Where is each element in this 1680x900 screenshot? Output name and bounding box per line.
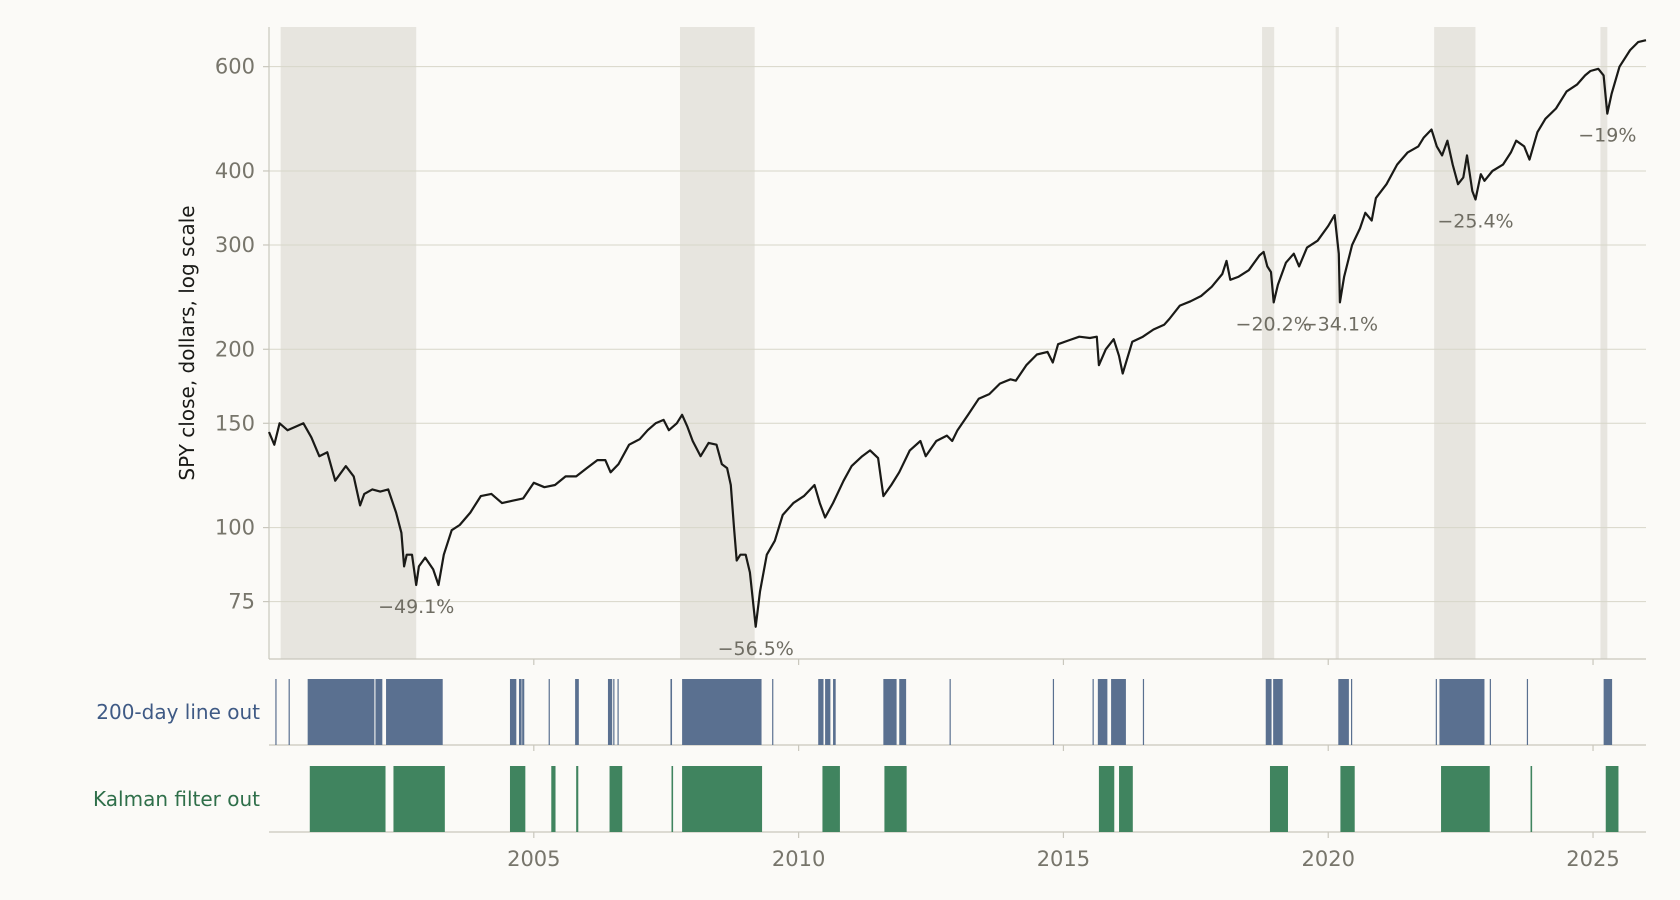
drawdown-label-2: −20.2% [1236,313,1312,335]
signal-band-1-10 [1098,766,1115,832]
x-tick-label-2025: 2025 [1566,847,1619,871]
signal-band-0-15 [772,679,774,745]
drawdown-label-1: −56.5% [718,638,794,660]
signal-band-0-27 [1265,679,1272,745]
x-tick-label-2005: 2005 [507,847,560,871]
drawdown-label-3: −34.1% [1302,313,1378,335]
y-tick-label-100: 100 [215,516,255,540]
signal-band-0-30 [1351,679,1353,745]
signal-band-0-17 [825,679,831,745]
signal-band-1-4 [576,766,579,832]
signal-band-0-19 [883,679,897,745]
drawdown-shade-3 [1335,27,1339,659]
signal-band-1-13 [1340,766,1355,832]
signal-band-0-33 [1489,679,1491,745]
y-tick-label-200: 200 [215,337,255,361]
y-tick-label-600: 600 [215,55,255,79]
signal-band-0-23 [1092,679,1094,745]
signal-band-0-25 [1111,679,1126,745]
signal-band-1-11 [1119,766,1133,832]
signal-band-0-29 [1338,679,1349,745]
drawdown-label-4: −25.4% [1437,210,1513,232]
y-tick-label-300: 300 [215,233,255,257]
signal-band-0-8 [548,679,550,745]
price-series-line [267,39,1647,628]
signal-band-0-24 [1097,679,1108,745]
signal-band-0-34 [1526,679,1529,745]
signal-band-0-35 [1603,679,1613,745]
signal-band-1-6 [671,766,674,832]
signal-band-0-14 [682,679,762,745]
signal-band-0-11 [613,679,615,745]
y-tick-label-75: 75 [228,590,255,614]
signal-band-0-18 [833,679,836,745]
drawdown-shading [280,27,1608,659]
signal-row-label-1: Kalman filter out [93,787,260,811]
signal-band-1-15 [1530,766,1533,832]
drawdown-shade-5 [1600,27,1608,659]
y-axis-label: SPY close, dollars, log scale [175,205,199,480]
y-tick-label-150: 150 [215,411,255,435]
signal-band-1-2 [509,766,526,832]
y-tick-label-400: 400 [215,159,255,183]
signal-band-0-5 [509,679,517,745]
gridlines [269,66,1646,603]
axes [263,27,1646,838]
signal-band-0-3 [375,679,383,745]
signal-band-0-13 [670,679,673,745]
signal-band-1-0 [309,766,386,832]
drawdown-shade-2 [1262,27,1275,659]
signal-band-1-8 [822,766,840,832]
signal-band-1-9 [884,766,907,832]
signal-band-1-7 [682,766,763,832]
drawdown-label-5: −19% [1578,125,1636,147]
signal-band-1-14 [1441,766,1490,832]
signal-band-0-28 [1273,679,1283,745]
signal-band-0-22 [1052,679,1055,745]
signal-band-0-9 [575,679,579,745]
signal-bands: 200-day line out Kalman filter out [93,679,1619,832]
signal-band-0-16 [818,679,824,745]
signal-band-0-7 [522,679,525,745]
signal-band-0-12 [617,679,619,745]
signal-band-0-20 [899,679,907,745]
drawdown-annotations: −49.1% −56.5% −20.2%−34.1% −25.4% −19% [378,125,1636,660]
signal-band-0-1 [288,679,290,745]
signal-band-0-10 [607,679,613,745]
signal-band-1-3 [551,766,556,832]
x-tick-label-2020: 2020 [1302,847,1355,871]
signal-band-0-2 [307,679,375,745]
signal-band-1-16 [1605,766,1619,832]
drawdown-shade-1 [679,27,755,659]
signal-band-0-4 [386,679,443,745]
drawdown-shade-4 [1434,27,1476,659]
signal-band-0-6 [518,679,522,745]
signal-band-0-26 [1142,679,1145,745]
drawdown-label-0: −49.1% [378,596,454,618]
signal-band-1-1 [393,766,445,832]
signal-band-1-12 [1269,766,1288,832]
signal-band-1-5 [609,766,623,832]
signal-band-0-0 [275,679,277,745]
x-tick-label-2010: 2010 [772,847,825,871]
signal-band-0-31 [1435,679,1437,745]
signal-row-label-0: 200-day line out [96,700,260,724]
x-tick-label-2015: 2015 [1037,847,1090,871]
tick-labels: 75 100 150 200 300 400 600 2005 2010 2015 2020 2025 [215,55,1620,871]
signal-band-0-32 [1439,679,1485,745]
signal-band-0-21 [949,679,951,745]
drawdown-shade-0 [280,27,417,659]
